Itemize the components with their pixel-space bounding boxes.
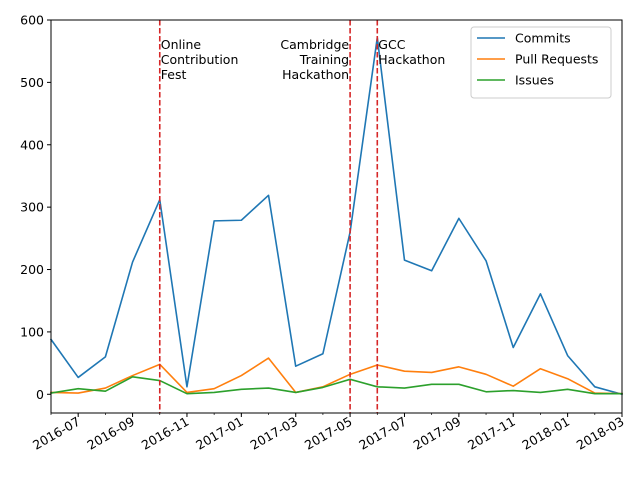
series-line-pull-requests xyxy=(50,357,623,395)
y-tick-label: 600 xyxy=(20,13,44,28)
plot-frame xyxy=(50,19,623,414)
x-tick-label: 2016-07 xyxy=(30,414,83,453)
legend-label-issues: Issues xyxy=(515,73,554,88)
legend: Commits Pull Requests Issues xyxy=(470,26,612,99)
x-tick-label: 2017-01 xyxy=(193,414,246,453)
x-tick-label: 2018-01 xyxy=(519,414,572,453)
legend-box xyxy=(470,26,612,99)
x-tick-label: 2017-09 xyxy=(411,414,464,453)
event-annotation-2: Cambridge Training Hackathon xyxy=(280,37,349,82)
event-annotation-3: GCC Hackathon xyxy=(378,37,445,67)
series-line-commits xyxy=(49,36,623,396)
y-tick-label: 500 xyxy=(20,75,44,90)
x-tick-label: 2017-05 xyxy=(302,414,355,453)
x-tick-label: 2017-03 xyxy=(247,414,300,453)
series-line-issues xyxy=(50,376,623,395)
legend-label-pull-requests: Pull Requests xyxy=(515,52,598,67)
x-tick-label: 2016-11 xyxy=(139,414,192,453)
x-tick-label: 2017-11 xyxy=(465,414,518,453)
y-tick-label: 0 xyxy=(36,387,44,402)
x-tick-label: 2016-09 xyxy=(84,414,137,453)
y-tick-label: 200 xyxy=(20,262,44,277)
x-tick-label: 2017-07 xyxy=(356,414,409,453)
y-tick-label: 100 xyxy=(20,324,44,339)
legend-label-commits: Commits xyxy=(515,31,571,46)
x-tick-label: 2018-03 xyxy=(574,414,627,453)
event-annotation-1: Online Contribution Fest xyxy=(161,37,239,82)
y-tick-label: 400 xyxy=(20,137,44,152)
y-tick-label: 300 xyxy=(20,200,44,215)
